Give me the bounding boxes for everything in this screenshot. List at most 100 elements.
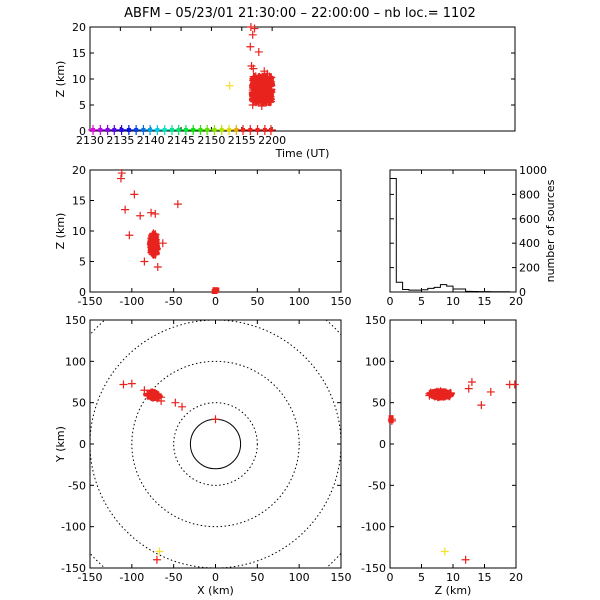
ground-point-marker — [241, 127, 245, 132]
ground-point-marker — [134, 127, 139, 132]
zy-panel: 0 5 10 15 20 -150 -100 -50 0 50 100 150 Z (km) — [361, 314, 523, 597]
ground-point-marker — [205, 127, 210, 132]
origin-point — [388, 415, 394, 424]
x-tick-label: 0 — [387, 571, 394, 584]
range-ring — [173, 402, 258, 486]
range-ring — [189, 418, 242, 470]
source-point — [259, 91, 268, 100]
x-tick-label: 0 — [387, 295, 394, 308]
x-tick-label: 150 — [331, 295, 352, 308]
x-tick-label: 2140 — [137, 134, 165, 147]
y-tick-label: -100 — [361, 521, 386, 534]
y-tick-label: -50 — [368, 479, 386, 492]
ground-point-marker — [255, 127, 260, 132]
ground-point-marker — [234, 127, 239, 132]
source-point — [125, 231, 134, 240]
ground-point-marker — [212, 127, 217, 132]
plot-frame — [89, 319, 342, 569]
x-axis-label: X (km) — [197, 584, 234, 597]
source-point — [246, 23, 255, 31]
source-point — [432, 391, 441, 400]
range-rings — [90, 320, 341, 568]
source-point — [441, 389, 450, 398]
source-point — [440, 547, 449, 556]
range-ring — [90, 320, 341, 568]
x-tick-label: 2145 — [167, 134, 195, 147]
source-point — [257, 90, 266, 99]
y-tick-label: 5 — [79, 99, 86, 112]
xz-panel: -150 -100 -50 0 50 100 150 0 5 10 15 20 Z (km) — [54, 164, 352, 308]
y-tick-label: 200 — [519, 262, 540, 275]
source-point — [171, 398, 180, 407]
y-tick-label: -150 — [361, 562, 386, 575]
y-axis-label: Y (km) — [54, 426, 67, 463]
x-tick-label: 5 — [418, 295, 425, 308]
x-tick-label: 0 — [212, 295, 219, 308]
source-point — [117, 169, 126, 178]
source-point — [119, 380, 128, 389]
ground-point-marker — [191, 127, 196, 132]
x-tick-label: 50 — [250, 295, 264, 308]
ground-point-marker — [141, 127, 146, 132]
y-axis-label: Z (km) — [54, 61, 67, 98]
ground-point-marker — [183, 127, 188, 132]
source-point — [431, 390, 440, 399]
ground-point-marker — [98, 127, 103, 132]
ground-point-marker — [219, 127, 224, 132]
source-point — [486, 387, 495, 396]
y-tick-label: 0 — [379, 438, 386, 451]
source-point — [136, 211, 145, 220]
y-tick-label: 400 — [519, 237, 540, 250]
source-point — [140, 257, 149, 266]
source-point — [246, 42, 255, 51]
source-point — [261, 75, 270, 84]
source-point — [150, 246, 159, 255]
x-tick-label: -100 — [119, 295, 144, 308]
source-point — [251, 87, 260, 96]
y-tick-label: -100 — [61, 521, 86, 534]
ground-point-marker — [268, 127, 273, 132]
source-point — [152, 555, 161, 564]
ground-point-marker — [155, 127, 160, 132]
source-point — [262, 98, 271, 107]
plot-frame — [389, 319, 517, 569]
range-ring — [131, 360, 300, 528]
plot-frame — [89, 169, 342, 293]
y-tick-label: 0 — [79, 286, 86, 299]
y-tick-label: -150 — [61, 562, 86, 575]
source-point — [464, 384, 473, 393]
y-axis-label: number of sources — [544, 179, 557, 282]
x-tick-label: 20 — [509, 295, 523, 308]
y-tick-label: 150 — [65, 314, 86, 327]
source-point — [225, 81, 234, 90]
source-point — [267, 88, 276, 97]
source-point — [151, 209, 160, 218]
plot-frame — [89, 26, 516, 132]
source-point — [252, 97, 260, 106]
source-point — [178, 402, 187, 411]
y-tick-label: -50 — [68, 479, 86, 492]
source-point — [158, 239, 167, 248]
source-point — [155, 547, 164, 556]
y-tick-label: 0 — [519, 286, 526, 299]
x-tick-label: 2135 — [106, 134, 134, 147]
source-point — [248, 30, 257, 39]
ground-point-marker — [162, 127, 167, 132]
figure-title: ABFM – 05/23/01 21:30:00 – 22:00:00 – nb… — [124, 6, 476, 21]
ground-point-marker — [91, 127, 96, 132]
source-point — [510, 380, 519, 389]
y-tick-label: 0 — [79, 438, 86, 451]
source-point — [211, 415, 220, 424]
source-point — [151, 232, 160, 241]
source-point — [477, 401, 486, 410]
x-tick-label: -150 — [78, 295, 103, 308]
y-tick-label: 1000 — [519, 164, 547, 177]
ground-point-marker — [227, 127, 232, 132]
y-tick-label: 100 — [65, 355, 86, 368]
y-tick-label: 150 — [365, 314, 386, 327]
y-tick-label: 800 — [519, 188, 540, 201]
y-tick-label: 600 — [519, 213, 540, 226]
y-tick-label: 15 — [72, 47, 86, 60]
x-tick-label: 50 — [250, 571, 264, 584]
